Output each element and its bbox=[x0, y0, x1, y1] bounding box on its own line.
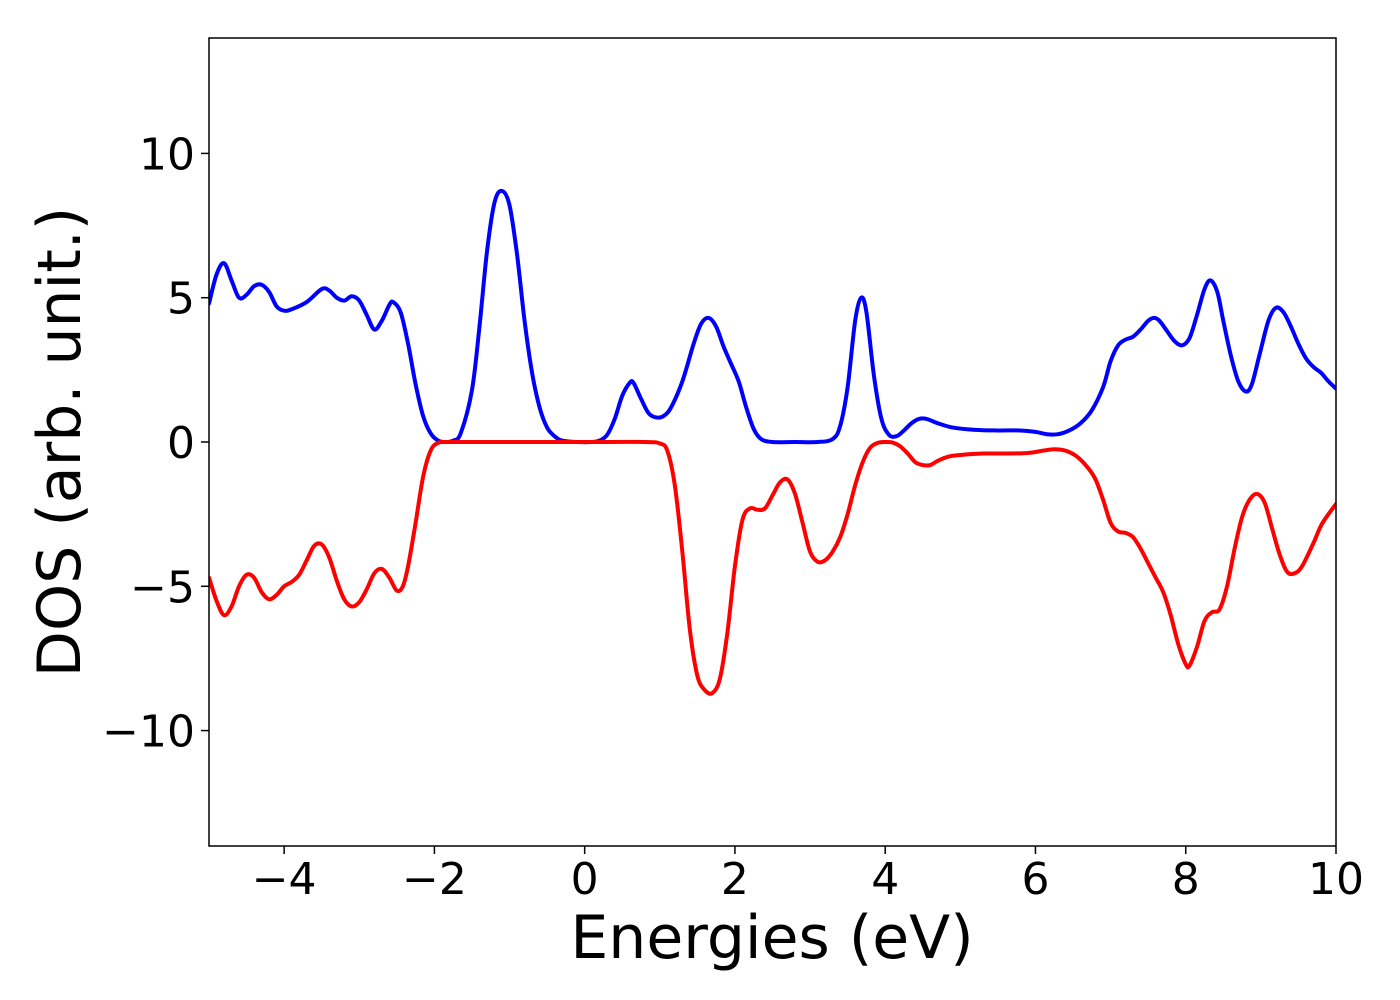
dos-series-line-blue bbox=[209, 188, 1336, 445]
x-tick-label: 4 bbox=[871, 854, 899, 905]
x-tick-label: 0 bbox=[571, 854, 599, 905]
y-axis-ticks: −10 −5 0 5 10 bbox=[102, 129, 209, 758]
dos-series-line-red bbox=[209, 439, 1336, 696]
y-tick-label: 5 bbox=[167, 274, 195, 325]
x-tick-label: 2 bbox=[721, 854, 749, 905]
x-axis-label: Energies (eV) bbox=[570, 903, 973, 973]
x-axis-ticks: −4 −2 0 2 4 6 8 10 bbox=[252, 846, 1364, 905]
x-tick-label: 8 bbox=[1172, 854, 1200, 905]
y-axis-label: DOS (arb. unit.) bbox=[25, 207, 95, 677]
x-tick-label: 6 bbox=[1021, 854, 1049, 905]
y-tick-label: 10 bbox=[139, 129, 195, 180]
x-tick-label: −2 bbox=[402, 854, 467, 905]
y-tick-label: −10 bbox=[102, 707, 195, 758]
x-tick-label: 10 bbox=[1308, 854, 1364, 905]
y-tick-label: 0 bbox=[167, 418, 195, 469]
y-tick-label: −5 bbox=[130, 562, 195, 613]
series-layer bbox=[209, 188, 1336, 696]
x-tick-label: −4 bbox=[252, 854, 317, 905]
